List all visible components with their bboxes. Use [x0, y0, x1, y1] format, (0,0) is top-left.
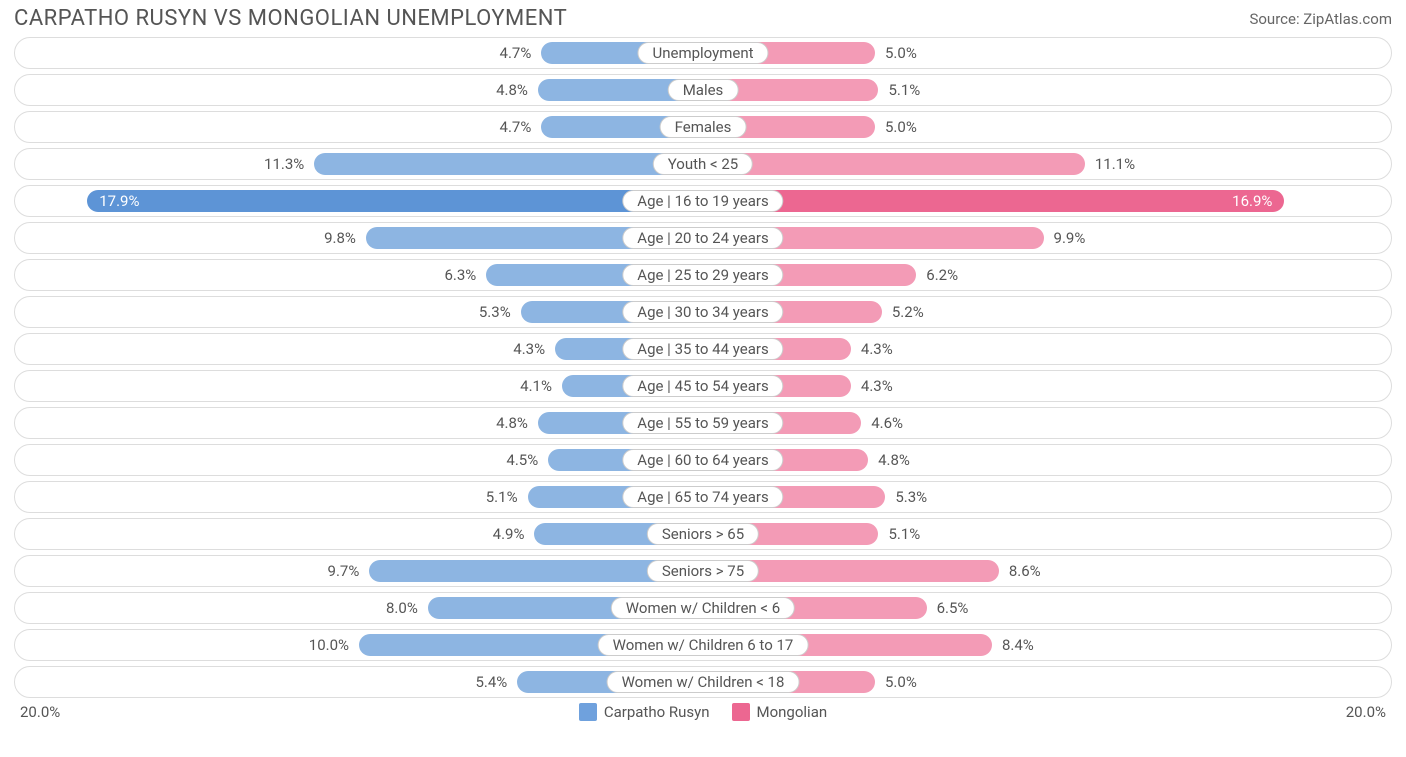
chart-row: 9.7% 8.6% Seniors > 75 [14, 555, 1392, 587]
category-label: Males [668, 79, 739, 101]
bar-right [703, 153, 1085, 175]
value-right: 16.9% [1232, 186, 1284, 216]
bar-left [87, 190, 703, 212]
legend-swatch-right [732, 703, 750, 721]
category-label: Women w/ Children < 6 [611, 597, 795, 619]
category-label: Seniors > 75 [647, 560, 759, 582]
chart-row: 4.7% 5.0% Females [14, 111, 1392, 143]
chart-row: 4.9% 5.1% Seniors > 65 [14, 518, 1392, 550]
value-left: 4.9% [493, 519, 535, 549]
value-left: 10.0% [309, 630, 359, 660]
axis-max-right-label: 20.0% [1346, 703, 1386, 721]
legend-item-right: Mongolian [732, 703, 828, 721]
category-label: Women w/ Children < 18 [607, 671, 800, 693]
value-right: 4.3% [851, 371, 893, 401]
legend-label-right: Mongolian [757, 703, 828, 721]
value-right: 4.3% [851, 334, 893, 364]
chart-row: 5.3% 5.2% Age | 30 to 34 years [14, 296, 1392, 328]
chart-row: 4.5% 4.8% Age | 60 to 64 years [14, 444, 1392, 476]
category-label: Youth < 25 [653, 153, 753, 175]
chart-row: 4.3% 4.3% Age | 35 to 44 years [14, 333, 1392, 365]
chart-row: 5.4% 5.0% Women w/ Children < 18 [14, 666, 1392, 698]
legend-item-left: Carpatho Rusyn [579, 703, 710, 721]
value-right: 5.1% [878, 75, 920, 105]
value-right: 8.4% [992, 630, 1034, 660]
category-label: Age | 55 to 59 years [622, 412, 783, 434]
bar-left [314, 153, 703, 175]
chart-row: 5.1% 5.3% Age | 65 to 74 years [14, 481, 1392, 513]
value-right: 6.5% [927, 593, 969, 623]
value-right: 5.0% [875, 112, 917, 142]
value-left: 4.7% [500, 38, 542, 68]
chart-row: 17.9% 16.9% Age | 16 to 19 years [14, 185, 1392, 217]
chart-row: 4.7% 5.0% Unemployment [14, 37, 1392, 69]
value-right: 4.8% [868, 445, 910, 475]
category-label: Age | 65 to 74 years [622, 486, 783, 508]
category-label: Age | 16 to 19 years [622, 190, 783, 212]
chart-footer: 20.0% Carpatho Rusyn Mongolian 20.0% [0, 703, 1406, 721]
value-right: 9.9% [1044, 223, 1086, 253]
value-left: 4.8% [496, 75, 538, 105]
category-label: Age | 25 to 29 years [622, 264, 783, 286]
bar-right [703, 190, 1284, 212]
chart-row: 4.8% 5.1% Males [14, 74, 1392, 106]
category-label: Age | 60 to 64 years [622, 449, 783, 471]
value-left: 5.4% [475, 667, 517, 697]
legend-label-left: Carpatho Rusyn [604, 703, 710, 721]
value-left: 6.3% [444, 260, 486, 290]
value-right: 5.1% [878, 519, 920, 549]
value-right: 5.0% [875, 667, 917, 697]
category-label: Age | 20 to 24 years [622, 227, 783, 249]
chart-row: 4.8% 4.6% Age | 55 to 59 years [14, 407, 1392, 439]
category-label: Women w/ Children 6 to 17 [598, 634, 809, 656]
chart-row: 11.3% 11.1% Youth < 25 [14, 148, 1392, 180]
axis-max-left-label: 20.0% [20, 703, 60, 721]
chart-row: 4.1% 4.3% Age | 45 to 54 years [14, 370, 1392, 402]
legend-swatch-left [579, 703, 597, 721]
chart-row: 8.0% 6.5% Women w/ Children < 6 [14, 592, 1392, 624]
chart-row: 6.3% 6.2% Age | 25 to 29 years [14, 259, 1392, 291]
value-left: 4.7% [500, 112, 542, 142]
chart-title: CARPATHO RUSYN VS MONGOLIAN UNEMPLOYMENT [14, 6, 567, 31]
value-left: 5.3% [479, 297, 521, 327]
value-right: 5.2% [882, 297, 924, 327]
value-right: 5.3% [885, 482, 927, 512]
category-label: Age | 30 to 34 years [622, 301, 783, 323]
category-label: Age | 35 to 44 years [622, 338, 783, 360]
chart-header: CARPATHO RUSYN VS MONGOLIAN UNEMPLOYMENT… [0, 0, 1406, 33]
value-left: 11.3% [264, 149, 314, 179]
value-left: 4.5% [506, 445, 548, 475]
chart-source: Source: ZipAtlas.com [1249, 10, 1392, 28]
value-right: 6.2% [916, 260, 958, 290]
value-left: 9.8% [324, 223, 366, 253]
category-label: Age | 45 to 54 years [622, 375, 783, 397]
legend: Carpatho Rusyn Mongolian [579, 703, 827, 721]
value-right: 4.6% [861, 408, 903, 438]
category-label: Seniors > 65 [647, 523, 759, 545]
value-right: 11.1% [1085, 149, 1135, 179]
value-right: 5.0% [875, 38, 917, 68]
value-left: 17.9% [87, 186, 139, 216]
chart-row: 9.8% 9.9% Age | 20 to 24 years [14, 222, 1392, 254]
value-left: 4.3% [513, 334, 555, 364]
value-left: 4.8% [496, 408, 538, 438]
value-left: 5.1% [486, 482, 528, 512]
category-label: Unemployment [637, 42, 768, 64]
value-left: 9.7% [328, 556, 370, 586]
value-left: 4.1% [520, 371, 562, 401]
value-right: 8.6% [999, 556, 1041, 586]
chart-row: 10.0% 8.4% Women w/ Children 6 to 17 [14, 629, 1392, 661]
value-left: 8.0% [386, 593, 428, 623]
chart-body: 4.7% 5.0% Unemployment 4.8% 5.1% Males 4.7% 5.0… [0, 33, 1406, 698]
category-label: Females [660, 116, 747, 138]
